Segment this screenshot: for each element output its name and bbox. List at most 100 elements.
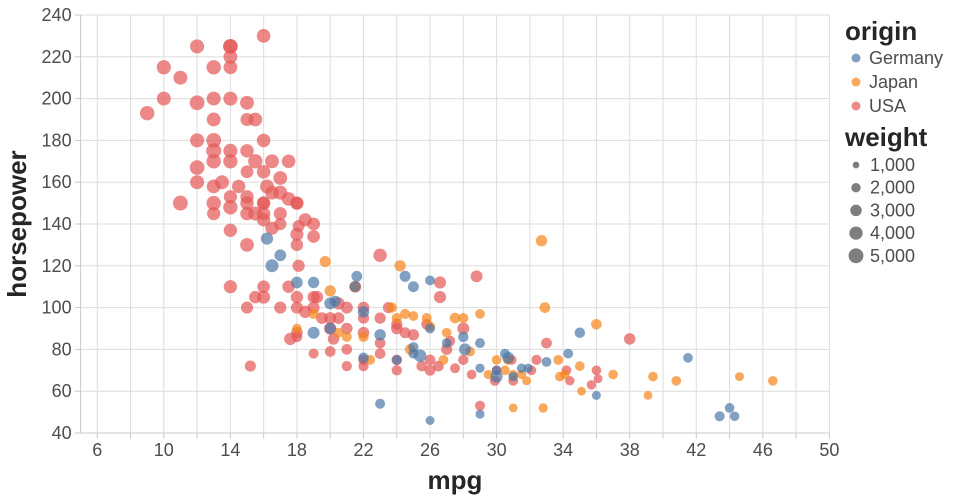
data-point — [425, 323, 435, 334]
data-point — [475, 338, 485, 349]
data-point — [421, 313, 432, 324]
data-point — [308, 348, 319, 359]
data-point — [256, 213, 271, 227]
data-point — [374, 312, 386, 324]
data-point — [648, 371, 658, 382]
data-point — [223, 280, 238, 294]
data-point — [256, 165, 271, 179]
data-point — [273, 171, 288, 185]
data-point — [466, 369, 477, 380]
data-point — [586, 380, 597, 390]
data-point — [413, 349, 427, 362]
data-point — [189, 160, 205, 175]
data-point — [643, 391, 653, 400]
data-point — [508, 403, 518, 413]
data-point — [374, 337, 386, 349]
data-point — [333, 327, 344, 338]
data-point — [458, 331, 469, 343]
data-point — [316, 312, 328, 324]
data-point — [490, 370, 503, 383]
data-point — [290, 196, 304, 210]
data-point — [541, 356, 552, 367]
data-point — [223, 39, 238, 54]
data-point — [139, 105, 155, 121]
data-point — [407, 329, 420, 341]
grid-layer — [80, 14, 830, 434]
x-axis-title: mpg — [428, 465, 483, 495]
origin-legend-swatch-japan — [851, 77, 861, 87]
data-point — [156, 91, 171, 106]
data-point — [475, 363, 485, 373]
data-point — [190, 133, 205, 148]
data-point — [400, 308, 411, 319]
x-tick-label: 26 — [420, 440, 440, 460]
data-point — [500, 365, 510, 376]
data-point — [341, 331, 352, 342]
data-point — [274, 301, 287, 314]
y-tick-label: 100 — [42, 298, 72, 318]
data-point — [391, 365, 402, 376]
data-point — [554, 371, 565, 382]
x-tick-label: 46 — [753, 440, 773, 460]
weight-legend-label-4000: 4,000 — [870, 223, 915, 243]
data-point — [391, 355, 402, 365]
data-point — [240, 301, 254, 314]
data-point — [522, 376, 532, 386]
origin-legend-label-japan: Japan — [869, 72, 918, 92]
data-point — [358, 352, 369, 364]
data-point — [292, 259, 305, 272]
data-point — [206, 143, 222, 159]
data-point — [173, 70, 188, 85]
x-tick-label: 42 — [686, 440, 706, 460]
data-point — [307, 276, 320, 289]
data-point — [535, 235, 548, 247]
data-point — [523, 363, 533, 373]
data-point — [724, 403, 735, 413]
data-point — [459, 343, 471, 356]
weight-legend-symbol-3000 — [850, 204, 862, 217]
y-tick-label: 220 — [42, 47, 72, 67]
data-point — [470, 270, 483, 283]
data-point — [351, 270, 363, 282]
x-tick-label: 6 — [92, 440, 102, 460]
data-point — [240, 165, 254, 179]
data-point — [240, 95, 254, 110]
x-tick-label: 38 — [620, 440, 640, 460]
data-point-layer — [139, 29, 778, 425]
y-axis-title: horsepower — [2, 150, 32, 297]
data-point — [623, 333, 636, 345]
data-point — [340, 301, 353, 314]
data-point — [450, 363, 460, 374]
data-point — [223, 49, 238, 64]
data-point — [565, 376, 575, 386]
data-point — [248, 112, 263, 127]
weight-legend-symbol-5000 — [848, 248, 864, 264]
data-point — [458, 354, 469, 366]
data-point — [324, 297, 337, 310]
weight-legend-label-2000: 2,000 — [870, 178, 915, 198]
data-point — [729, 411, 740, 422]
data-point — [441, 338, 452, 349]
y-tick-label: 180 — [42, 130, 72, 150]
data-point — [257, 280, 270, 294]
data-point — [324, 312, 337, 325]
y-tick-label: 160 — [42, 172, 72, 192]
x-tick-label: 22 — [353, 440, 373, 460]
weight-legend-title: weight — [844, 122, 928, 152]
data-point — [407, 281, 419, 293]
weight-legend-label-3000: 3,000 — [870, 200, 915, 220]
data-point — [310, 290, 324, 304]
y-tick-label: 80 — [52, 339, 72, 359]
data-point — [374, 348, 386, 359]
data-point — [274, 217, 287, 231]
data-point — [508, 371, 518, 382]
origin-legend-swatch-germany — [851, 53, 861, 63]
data-point — [341, 344, 353, 355]
y-tick-label: 200 — [42, 89, 72, 109]
data-point — [214, 175, 230, 190]
data-point — [206, 112, 221, 127]
data-point — [767, 375, 778, 386]
data-point — [223, 143, 238, 158]
data-point — [502, 351, 515, 364]
data-point — [223, 91, 238, 106]
